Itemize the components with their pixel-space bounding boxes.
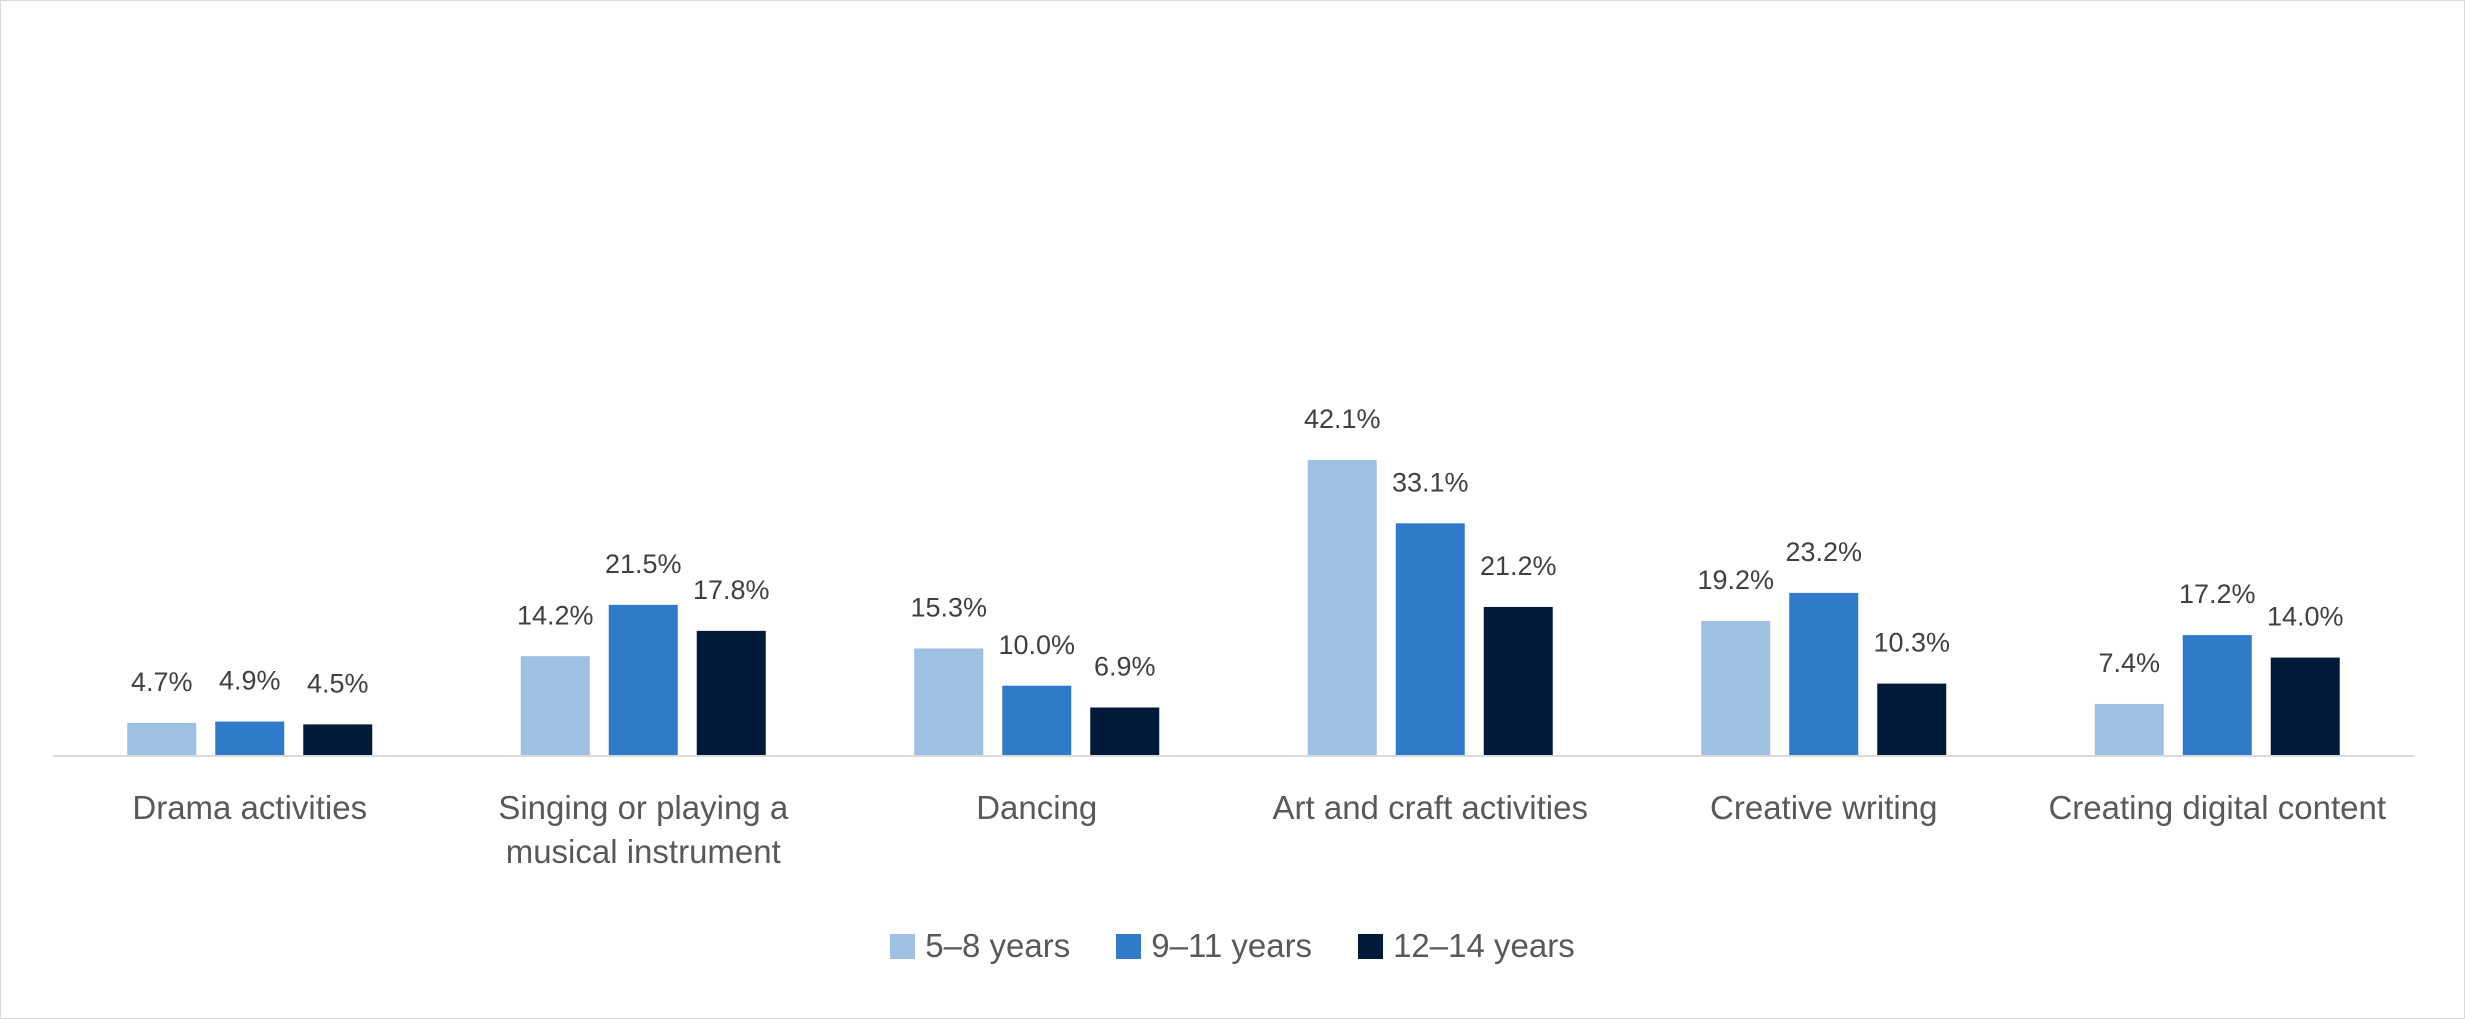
value-label: 6.9%: [1094, 652, 1156, 682]
value-label: 19.2%: [1697, 565, 1774, 595]
bar: [696, 630, 766, 756]
bar: [2270, 657, 2340, 756]
value-label: 7.4%: [2098, 648, 2160, 678]
x-tick-label: Singing or playing a musical instrument: [498, 789, 789, 870]
legend-item: 5–8 years: [890, 927, 1070, 965]
x-tick-label: Creating digital content: [2048, 789, 2387, 826]
bar: [1701, 621, 1771, 756]
bar: [520, 656, 590, 756]
value-label: 15.3%: [910, 593, 987, 623]
bar: [303, 724, 373, 756]
bar: [1395, 523, 1465, 756]
x-tick-label: Drama activities: [132, 789, 368, 826]
value-label: 4.7%: [131, 667, 193, 697]
value-label: 17.8%: [693, 575, 770, 605]
legend-swatch: [1116, 933, 1142, 959]
value-label: 21.5%: [605, 549, 682, 579]
x-tick-label: Dancing: [976, 789, 1098, 826]
value-label: 14.2%: [517, 600, 594, 630]
value-label: 4.5%: [307, 668, 369, 698]
bar: [1789, 592, 1859, 756]
value-label: 17.2%: [2179, 579, 2256, 609]
x-tick-label: Art and craft activities: [1272, 789, 1588, 826]
bar: [1307, 460, 1377, 756]
legend-swatch: [1358, 933, 1384, 959]
value-label: 14.0%: [2267, 602, 2344, 632]
value-label: 21.2%: [1480, 551, 1557, 581]
bar: [1483, 606, 1553, 756]
legend-swatch: [890, 933, 916, 959]
value-label: 10.3%: [1873, 628, 1950, 658]
bar: [2094, 703, 2164, 756]
value-label: 33.1%: [1392, 467, 1469, 497]
bar: [608, 604, 678, 756]
value-label: 42.1%: [1304, 404, 1381, 434]
value-label: 10.0%: [998, 630, 1075, 660]
bar: [127, 722, 197, 756]
bar: [1090, 707, 1160, 756]
legend-label: 12–14 years: [1393, 927, 1575, 964]
legend: 5–8 years 9–11 years 12–14 years: [1, 927, 2464, 965]
bar: [2182, 635, 2252, 756]
x-tick-label: Creative writing: [1710, 789, 1938, 826]
value-label: 23.2%: [1785, 537, 1862, 567]
bar: [215, 721, 285, 756]
bar: [1877, 683, 1947, 756]
legend-label: 5–8 years: [925, 927, 1071, 964]
bar: [1002, 685, 1072, 756]
bar: [914, 648, 984, 756]
legend-item: 9–11 years: [1116, 927, 1312, 965]
legend-label: 9–11 years: [1151, 927, 1313, 964]
legend-item: 12–14 years: [1358, 927, 1575, 965]
value-label: 4.9%: [219, 666, 281, 696]
